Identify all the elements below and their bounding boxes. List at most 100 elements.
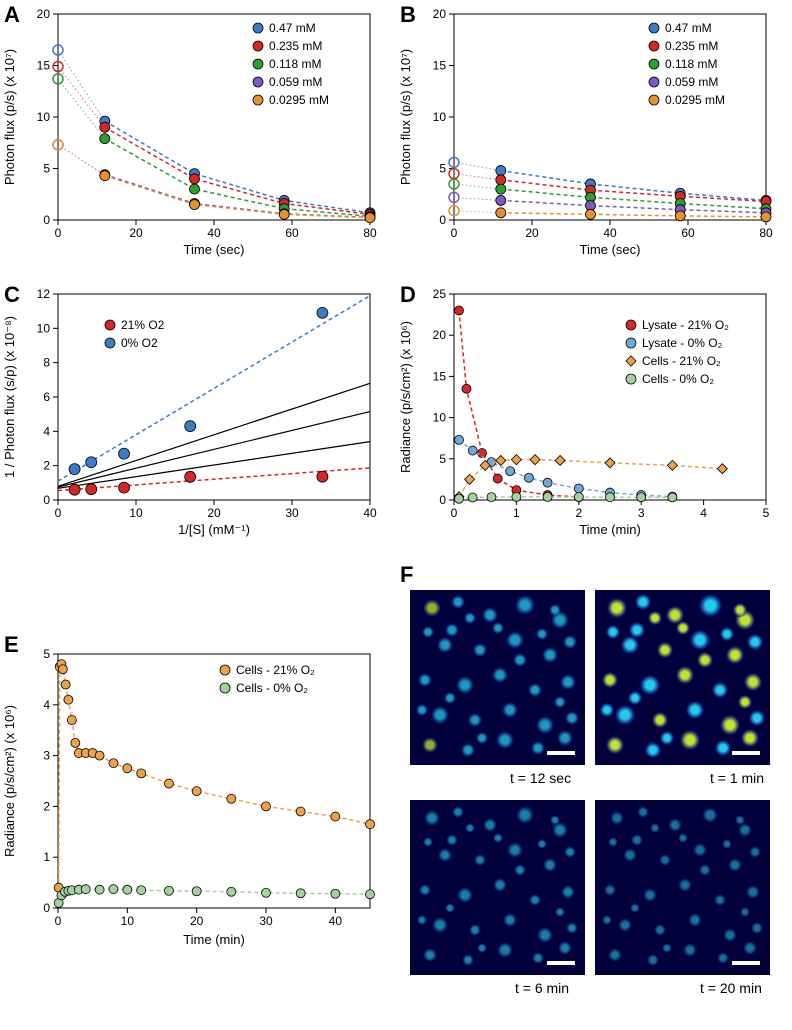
svg-text:10: 10 [433, 411, 447, 425]
svg-text:40: 40 [603, 226, 617, 240]
svg-text:2: 2 [43, 799, 50, 813]
svg-text:3: 3 [638, 506, 645, 520]
svg-text:4: 4 [43, 698, 50, 712]
svg-text:0: 0 [451, 226, 458, 240]
panel-a-chart: 0 20 40 60 80 0 5 10 15 20 Time (sec) Photon flux (… [0, 0, 380, 260]
svg-text:Time (min): Time (min) [183, 932, 245, 947]
svg-text:6: 6 [43, 390, 50, 404]
svg-text:1: 1 [43, 850, 50, 864]
svg-text:Lysate - 0% O₂: Lysate - 0% O₂ [642, 336, 723, 350]
panel-f-label: F [400, 562, 413, 588]
svg-text:20: 20 [525, 226, 539, 240]
svg-text:Photon flux (p/s) (x 10⁷): Photon flux (p/s) (x 10⁷) [398, 49, 413, 185]
svg-text:20: 20 [190, 914, 204, 928]
svg-text:0: 0 [43, 493, 50, 507]
svg-text:5: 5 [43, 162, 50, 176]
micro-label-0: t = 12 sec [510, 770, 571, 786]
svg-text:5: 5 [439, 162, 446, 176]
svg-text:5: 5 [763, 506, 770, 520]
micro-label-2: t = 6 min [515, 980, 569, 996]
svg-text:10: 10 [121, 914, 135, 928]
svg-text:0.059 mM: 0.059 mM [665, 75, 718, 89]
svg-text:0.0295 mM: 0.0295 mM [665, 93, 725, 107]
svg-text:0% O2: 0% O2 [121, 336, 158, 350]
micro-label-3: t = 20 min [700, 980, 762, 996]
svg-text:Radiance (p/s/cm²) (x 10⁶): Radiance (p/s/cm²) (x 10⁶) [2, 705, 17, 857]
svg-text:0.0295 mM: 0.0295 mM [269, 93, 329, 107]
panel-e-chart: 0 10 20 30 40 0 1 2 3 4 5 Time (min) Radiance (p/s/c… [0, 640, 380, 950]
svg-text:Photon flux (p/s) (x 10⁷): Photon flux (p/s) (x 10⁷) [2, 49, 17, 185]
svg-text:80: 80 [363, 226, 377, 240]
svg-text:1/[S] (mM⁻¹): 1/[S] (mM⁻¹) [178, 522, 250, 537]
svg-text:10: 10 [37, 321, 51, 335]
svg-text:30: 30 [285, 506, 299, 520]
svg-text:Time (min): Time (min) [579, 522, 641, 537]
svg-text:0: 0 [43, 213, 50, 227]
micro-label-1: t = 1 min [710, 770, 764, 786]
svg-text:Radiance (p/s/cm²) (x 10⁶): Radiance (p/s/cm²) (x 10⁶) [398, 321, 413, 473]
svg-text:Cells - 21% O₂: Cells - 21% O₂ [642, 354, 721, 368]
micro-t20min [595, 800, 770, 975]
svg-text:25: 25 [433, 287, 447, 301]
svg-text:0.118 mM: 0.118 mM [269, 57, 321, 71]
svg-text:20: 20 [129, 226, 143, 240]
micro-t12sec [410, 590, 585, 765]
svg-text:20: 20 [433, 7, 447, 21]
panel-f-row1 [410, 590, 770, 765]
svg-text:10: 10 [37, 110, 51, 124]
svg-text:0.47 mM: 0.47 mM [665, 21, 712, 35]
svg-text:0: 0 [55, 506, 62, 520]
svg-text:15: 15 [433, 369, 447, 383]
panel-b-chart: 0 20 40 60 80 0 5 10 15 20 Time (sec) Photon flux (… [396, 0, 776, 260]
micro-t1min [595, 590, 770, 765]
svg-text:3: 3 [43, 749, 50, 763]
svg-text:Time (sec): Time (sec) [580, 242, 641, 257]
svg-text:15: 15 [37, 59, 51, 73]
svg-text:Time (sec): Time (sec) [184, 242, 245, 257]
svg-text:0: 0 [439, 493, 446, 507]
svg-text:20: 20 [207, 506, 221, 520]
svg-text:8: 8 [43, 356, 50, 370]
figure-container: A B C D E F 02040608005101520Time (sec)P… [0, 0, 792, 1030]
svg-text:10: 10 [129, 506, 143, 520]
svg-text:4: 4 [700, 506, 707, 520]
panel-d-chart: 0 1 2 3 4 5 0 5 10 15 20 25 Time (min) Radiance (p/s/… [396, 280, 776, 540]
svg-text:0.47 mM: 0.47 mM [269, 21, 316, 35]
svg-text:0: 0 [55, 914, 62, 928]
svg-text:60: 60 [285, 226, 299, 240]
svg-text:2: 2 [575, 506, 582, 520]
svg-text:15: 15 [433, 59, 447, 73]
svg-text:0: 0 [439, 213, 446, 227]
svg-text:0.059 mM: 0.059 mM [269, 75, 322, 89]
svg-text:1: 1 [513, 506, 520, 520]
svg-text:40: 40 [329, 914, 343, 928]
svg-text:Cells - 0% O₂: Cells - 0% O₂ [642, 372, 714, 386]
svg-text:2: 2 [43, 459, 50, 473]
svg-text:0.235 mM: 0.235 mM [269, 39, 322, 53]
svg-text:12: 12 [37, 287, 51, 301]
svg-text:40: 40 [207, 226, 221, 240]
svg-text:5: 5 [43, 647, 50, 661]
svg-text:0.235 mM: 0.235 mM [665, 39, 718, 53]
svg-text:5: 5 [439, 452, 446, 466]
svg-text:4: 4 [43, 424, 50, 438]
panel-f-row2 [410, 800, 770, 975]
panel-c-chart: 0 10 20 30 40 0 2 4 6 8 10 12 1/[S] (mM⁻¹) 1 / Photon… [0, 280, 380, 540]
svg-text:Lysate - 21% O₂: Lysate - 21% O₂ [642, 318, 729, 332]
svg-text:30: 30 [259, 914, 273, 928]
svg-text:Cells - 21% O₂: Cells - 21% O₂ [236, 663, 315, 677]
svg-text:20: 20 [433, 328, 447, 342]
svg-text:40: 40 [363, 506, 377, 520]
svg-text:1 / Photon flux (s/p) (x 10⁻⁸): 1 / Photon flux (s/p) (x 10⁻⁸) [2, 316, 17, 478]
svg-text:20: 20 [37, 7, 51, 21]
svg-text:0.118 mM: 0.118 mM [665, 57, 717, 71]
svg-text:Cells - 0% O₂: Cells - 0% O₂ [236, 681, 308, 695]
svg-text:0: 0 [451, 506, 458, 520]
svg-text:0: 0 [55, 226, 62, 240]
svg-text:21% O2: 21% O2 [121, 318, 165, 332]
svg-text:80: 80 [759, 226, 773, 240]
micro-t6min [410, 800, 585, 975]
svg-text:60: 60 [681, 226, 695, 240]
svg-text:0: 0 [43, 901, 50, 915]
svg-text:10: 10 [433, 110, 447, 124]
